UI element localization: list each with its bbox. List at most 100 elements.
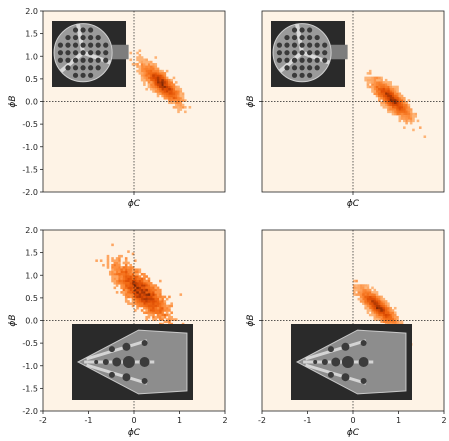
heat-cell xyxy=(163,313,167,317)
heat-cell xyxy=(147,69,151,73)
heat-cell xyxy=(145,279,148,283)
heat-cell xyxy=(371,302,374,305)
heat-cell xyxy=(161,318,164,321)
heat-cell xyxy=(375,94,379,98)
heat-cell xyxy=(140,56,144,59)
heat-cell xyxy=(174,90,178,93)
heat-cell xyxy=(120,270,123,274)
y-tick-label: 2.0 xyxy=(25,7,38,16)
heat-cell xyxy=(120,282,123,285)
heat-cell xyxy=(375,315,379,319)
heat-cell xyxy=(152,313,155,317)
heat-cell xyxy=(156,76,160,80)
heat-cell xyxy=(147,81,151,84)
heat-cell xyxy=(378,87,381,91)
heat-cell xyxy=(163,81,167,84)
heat-cell xyxy=(120,291,123,294)
heat-cell xyxy=(120,268,123,272)
heat-cell xyxy=(149,300,153,303)
heat-cell xyxy=(177,90,180,93)
heat-cell xyxy=(391,101,395,105)
heat-cell xyxy=(168,320,171,324)
heat-cell xyxy=(163,304,167,308)
heat-cell xyxy=(380,81,383,84)
heat-cell xyxy=(111,263,114,267)
heat-cell xyxy=(373,76,377,80)
heat-cell xyxy=(154,309,158,312)
heat-cell xyxy=(353,284,356,287)
heat-cell xyxy=(154,67,158,71)
heat-cell xyxy=(387,320,390,324)
heat-cell xyxy=(138,270,142,274)
heat-cell xyxy=(179,99,183,102)
heat-cell xyxy=(371,304,374,308)
heat-cell xyxy=(179,108,183,111)
heat-cell xyxy=(140,78,144,82)
heat-cell xyxy=(138,65,142,68)
heat-cell xyxy=(138,288,142,292)
heat-cell xyxy=(396,318,399,321)
heat-cell xyxy=(391,85,395,89)
heat-cell xyxy=(136,302,139,305)
y-tick-label: 0.0 xyxy=(25,98,38,107)
heat-cell xyxy=(172,87,176,91)
heat-cell xyxy=(368,288,372,292)
y-axis-label: ϕB xyxy=(246,95,256,107)
heat-cell xyxy=(138,286,142,290)
inset-hole xyxy=(291,27,298,33)
heat-cell xyxy=(149,288,153,292)
heat-cell xyxy=(416,119,420,123)
inset-hole xyxy=(88,72,94,78)
heat-cell xyxy=(170,311,173,315)
heat-cell xyxy=(387,92,390,96)
heat-cell xyxy=(368,81,372,84)
heat-cell xyxy=(124,284,128,287)
heat-cell xyxy=(362,302,365,305)
heat-cell xyxy=(384,318,388,321)
heat-cell xyxy=(115,266,119,269)
heat-cell xyxy=(177,96,180,100)
heat-cell xyxy=(143,302,146,305)
heat-cell xyxy=(353,279,356,283)
heat-cell xyxy=(391,94,395,98)
inset-hole xyxy=(141,378,148,384)
heat-cell xyxy=(159,306,162,310)
heat-cell xyxy=(147,295,151,299)
heat-cell xyxy=(118,268,121,272)
heat-cell xyxy=(131,279,135,283)
heat-cell xyxy=(161,87,164,91)
heat-cell xyxy=(378,300,381,303)
heat-cell xyxy=(393,306,397,310)
heat-cell xyxy=(407,108,411,111)
heat-cell xyxy=(140,288,144,292)
heat-cell xyxy=(143,300,146,303)
heat-cell xyxy=(156,85,160,89)
inset-hole xyxy=(80,65,86,71)
heat-cell xyxy=(172,94,176,98)
heat-cell xyxy=(140,69,144,73)
heat-cell xyxy=(380,96,383,100)
heat-cell xyxy=(391,318,395,321)
heat-cell xyxy=(113,272,117,276)
heat-cell xyxy=(368,295,372,299)
heat-cell xyxy=(131,304,135,308)
heat-cell xyxy=(375,78,379,82)
inset-hole xyxy=(88,34,94,41)
heat-cell xyxy=(393,90,397,93)
heat-cell xyxy=(147,286,151,290)
heat-cell xyxy=(373,295,377,299)
heat-cell xyxy=(384,315,388,319)
heat-cell xyxy=(375,90,379,93)
heat-cell xyxy=(149,60,153,64)
heat-cell xyxy=(156,291,160,294)
heat-cell xyxy=(145,297,148,301)
heat-cell xyxy=(165,318,169,321)
heat-cell xyxy=(111,277,114,281)
heat-cell xyxy=(168,87,171,91)
heat-cell xyxy=(118,277,121,281)
heat-cell xyxy=(380,78,383,82)
heat-cell xyxy=(149,78,153,82)
heat-cell xyxy=(129,266,133,269)
heat-cell xyxy=(138,284,142,287)
heat-cell xyxy=(373,297,377,301)
